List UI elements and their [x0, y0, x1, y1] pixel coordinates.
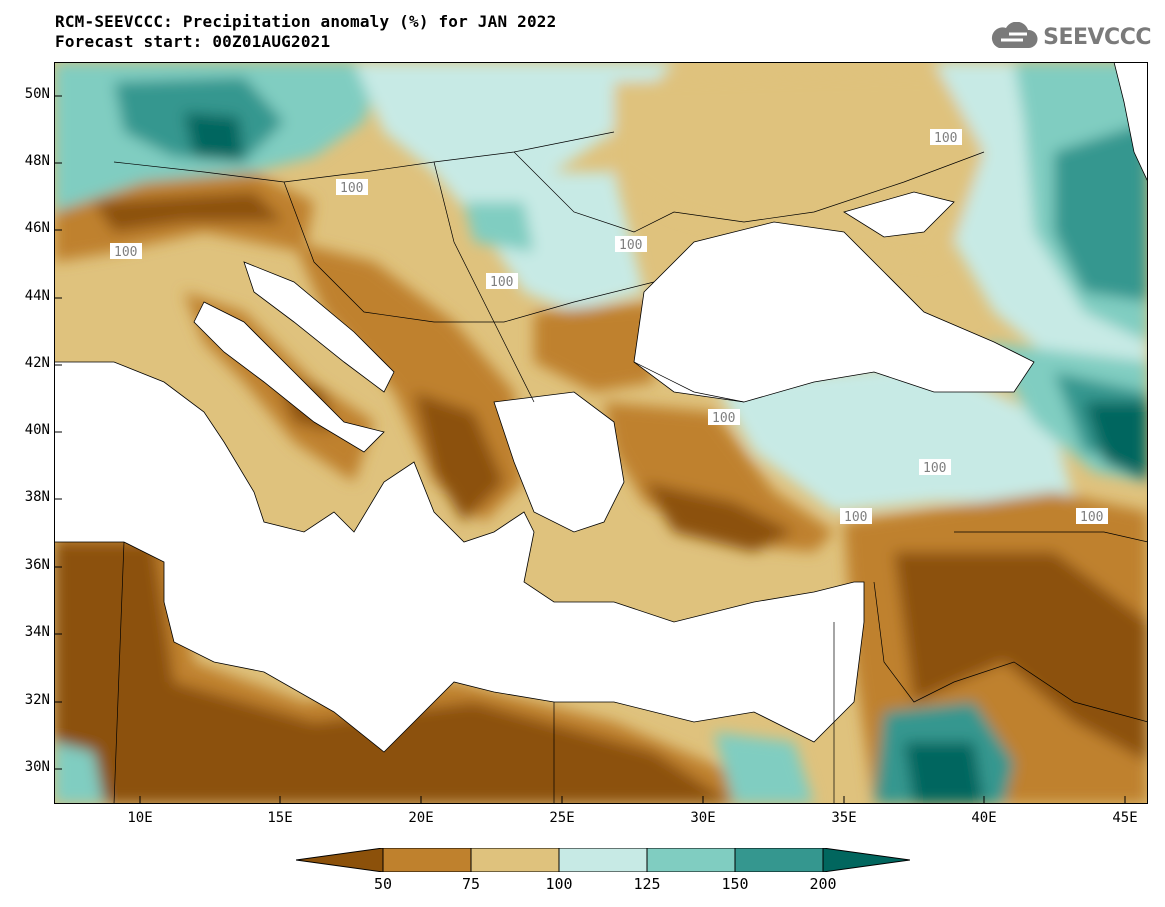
dry-turkey-west [604, 402, 834, 552]
y-axis-label: 30N [24, 759, 50, 775]
x-axis-label: 30E [690, 810, 716, 826]
wet-sinai [714, 732, 814, 804]
svg-text:100: 100 [114, 245, 137, 260]
axis-ticks [54, 95, 1126, 804]
x-axis-label: 20E [408, 810, 434, 826]
y-axis-label: 34N [24, 624, 50, 640]
colorbar-swatch-1 [382, 848, 472, 872]
contour-label: 100 [110, 243, 142, 260]
wet-core-germany-2 [184, 112, 244, 162]
contour-label: 100 [840, 508, 872, 525]
caspian-sea [1113, 62, 1148, 183]
colorbar-label: 200 [809, 875, 837, 893]
x-axis-label: 25E [549, 810, 575, 826]
y-axis-label: 38N [24, 489, 50, 505]
contour-label: 100 [1076, 508, 1108, 525]
svg-text:100: 100 [1080, 510, 1103, 525]
dry-core-syria [894, 552, 1148, 762]
y-axis-label: 42N [24, 355, 50, 371]
svg-text:100: 100 [619, 238, 642, 253]
tyrrhenian-sea [193, 301, 385, 453]
y-axis-label: 36N [24, 557, 50, 573]
contour-labels: 100 100 100 100 100 100 100 100 100 [110, 129, 1108, 525]
colorbar-swatch-2 [470, 848, 560, 872]
colorbar-swatch-0 [296, 848, 384, 872]
map-title: RCM-SEEVCCC: Precipitation anomaly (%) f… [55, 12, 557, 31]
colorbar-label: 50 [373, 875, 393, 893]
colorbar-swatch-5 [734, 848, 824, 872]
seevccc-logo: SEEVCCC [987, 20, 1151, 54]
colorbar-label: 100 [545, 875, 573, 893]
x-axis-label: 10E [127, 810, 153, 826]
x-axis-label: 15E [267, 810, 293, 826]
y-axis-label: 44N [24, 288, 50, 304]
sea-mask [54, 62, 1148, 753]
colorbar-swatch-4 [646, 848, 736, 872]
y-axis-label: 50N [24, 86, 50, 102]
y-axis-label: 46N [24, 220, 50, 236]
adriatic-sea [243, 261, 395, 393]
black-sea [633, 221, 1035, 403]
wet-core-arabia [904, 742, 984, 804]
colorbar-label: 150 [721, 875, 749, 893]
y-axis-label: 48N [24, 153, 50, 169]
contour-label: 100 [930, 129, 962, 146]
x-axis-label: 35E [831, 810, 857, 826]
wet-light-poland [354, 62, 674, 202]
dry-core-turkey [644, 482, 794, 552]
colorbar-swatch-6 [822, 848, 910, 872]
svg-text:100: 100 [490, 275, 513, 290]
contour-label: 100 [486, 273, 518, 290]
western-mediterranean [54, 361, 865, 753]
svg-text:100: 100 [934, 131, 957, 146]
x-axis-label: 40E [971, 810, 997, 826]
contour-label: 100 [615, 236, 647, 253]
svg-text:100: 100 [712, 411, 735, 426]
x-axis-label: 45E [1112, 810, 1138, 826]
precipitation-anomaly-map: 100 100 100 100 100 100 100 100 100 [54, 62, 1148, 804]
dry-core-alps [94, 192, 284, 232]
country-borders [113, 131, 1148, 804]
contour-label: 100 [708, 409, 740, 426]
wet-light-anatolia [714, 362, 1074, 512]
forecast-start-subtitle: Forecast start: 00Z01AUG2021 [55, 32, 331, 51]
cloud-icon [992, 22, 1038, 48]
y-axis-label: 40N [24, 422, 50, 438]
svg-text:100: 100 [340, 181, 363, 196]
aegean-sea [493, 391, 625, 533]
wet-southwest [54, 742, 104, 804]
contour-label: 100 [919, 459, 951, 476]
colorbar [296, 848, 910, 872]
dry-bulgaria [534, 302, 654, 392]
colorbar-label: 75 [461, 875, 481, 893]
wet-armenia [1084, 402, 1148, 482]
dry-core-greece [414, 392, 504, 522]
svg-text:100: 100 [923, 461, 946, 476]
logo-text: SEEVCCC [1043, 24, 1151, 50]
colorbar-swatch-3 [558, 848, 648, 872]
colorbar-label: 125 [633, 875, 661, 893]
wet-spots-hungary [464, 202, 534, 252]
dry-core-africa [54, 542, 734, 804]
y-axis-label: 32N [24, 692, 50, 708]
wet-core-east [1054, 122, 1148, 302]
svg-text:100: 100 [844, 510, 867, 525]
sea-of-azov [843, 191, 955, 238]
contour-label: 100 [336, 179, 368, 196]
